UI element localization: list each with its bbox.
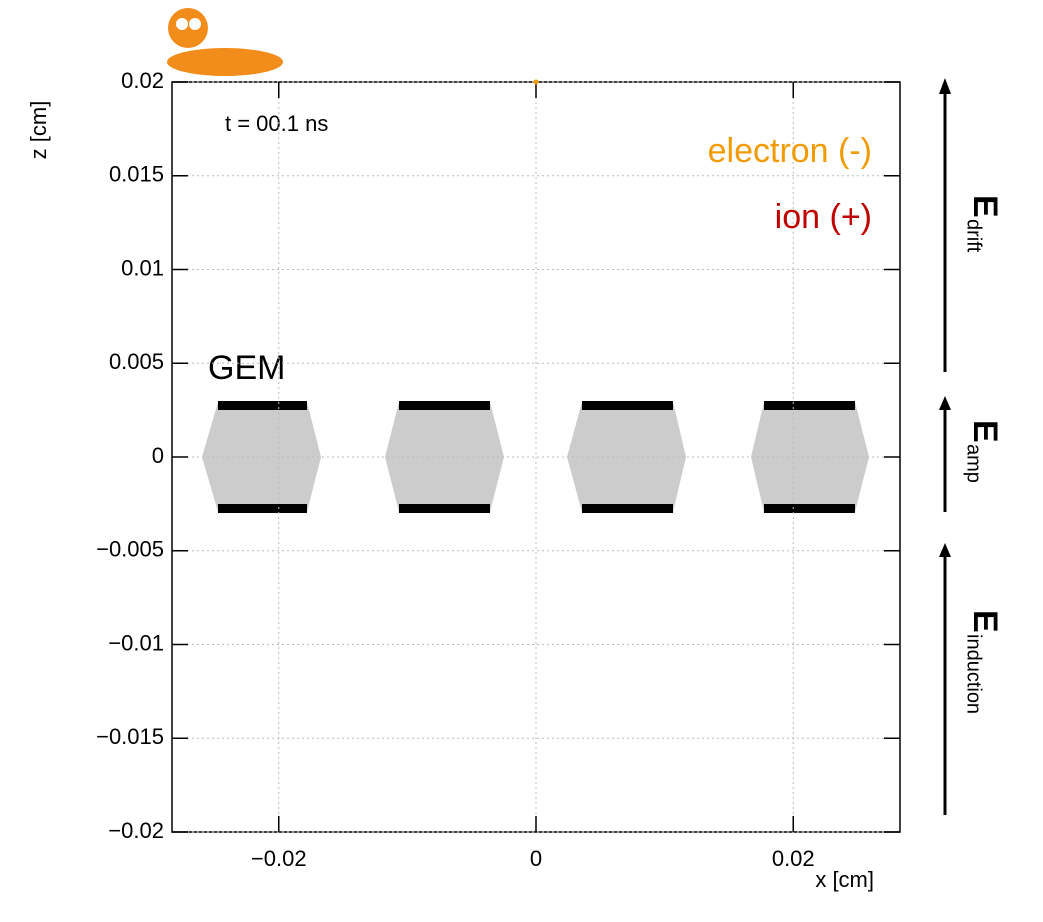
x-tick-label: −0.02 (251, 846, 307, 871)
field-symbol: E (966, 610, 1004, 633)
y-axis-label: z [cm] (26, 101, 51, 160)
e-induction: E induction (963, 610, 1004, 714)
y-tick-label: 0.02 (121, 68, 164, 93)
gem-foil (202, 401, 869, 513)
x-tick-label: 0 (530, 846, 542, 871)
mascot (167, 8, 283, 76)
e-drift: E drift (963, 195, 1004, 253)
time-label: t = 00.1 ns (225, 111, 328, 136)
field-subscript: induction (963, 634, 985, 714)
field-subscript: drift (963, 219, 985, 253)
y-tick-label: −0.005 (96, 537, 164, 562)
y-tick-label: 0 (152, 443, 164, 468)
x-tick-label: 0.02 (772, 846, 815, 871)
arrow-heads (939, 78, 951, 557)
y-tick-label: 0.015 (109, 162, 164, 187)
y-tick-label: 0.005 (109, 349, 164, 374)
e-amp: E amp (963, 420, 1004, 483)
field-symbol: E (966, 195, 1004, 218)
y-tick-label: 0.01 (121, 255, 164, 280)
gem-label: GEM (208, 349, 285, 387)
y-tick-label: −0.01 (108, 630, 164, 655)
field-subscript: amp (963, 444, 985, 483)
particle (533, 79, 539, 85)
y-tick-label: −0.015 (96, 724, 164, 749)
legend-entry: ion (+) (775, 198, 872, 236)
x-axis-label: x [cm] (815, 867, 874, 892)
legend-entry: electron (-) (708, 132, 872, 170)
field-symbol: E (966, 420, 1004, 443)
y-tick-label: −0.02 (108, 818, 164, 843)
